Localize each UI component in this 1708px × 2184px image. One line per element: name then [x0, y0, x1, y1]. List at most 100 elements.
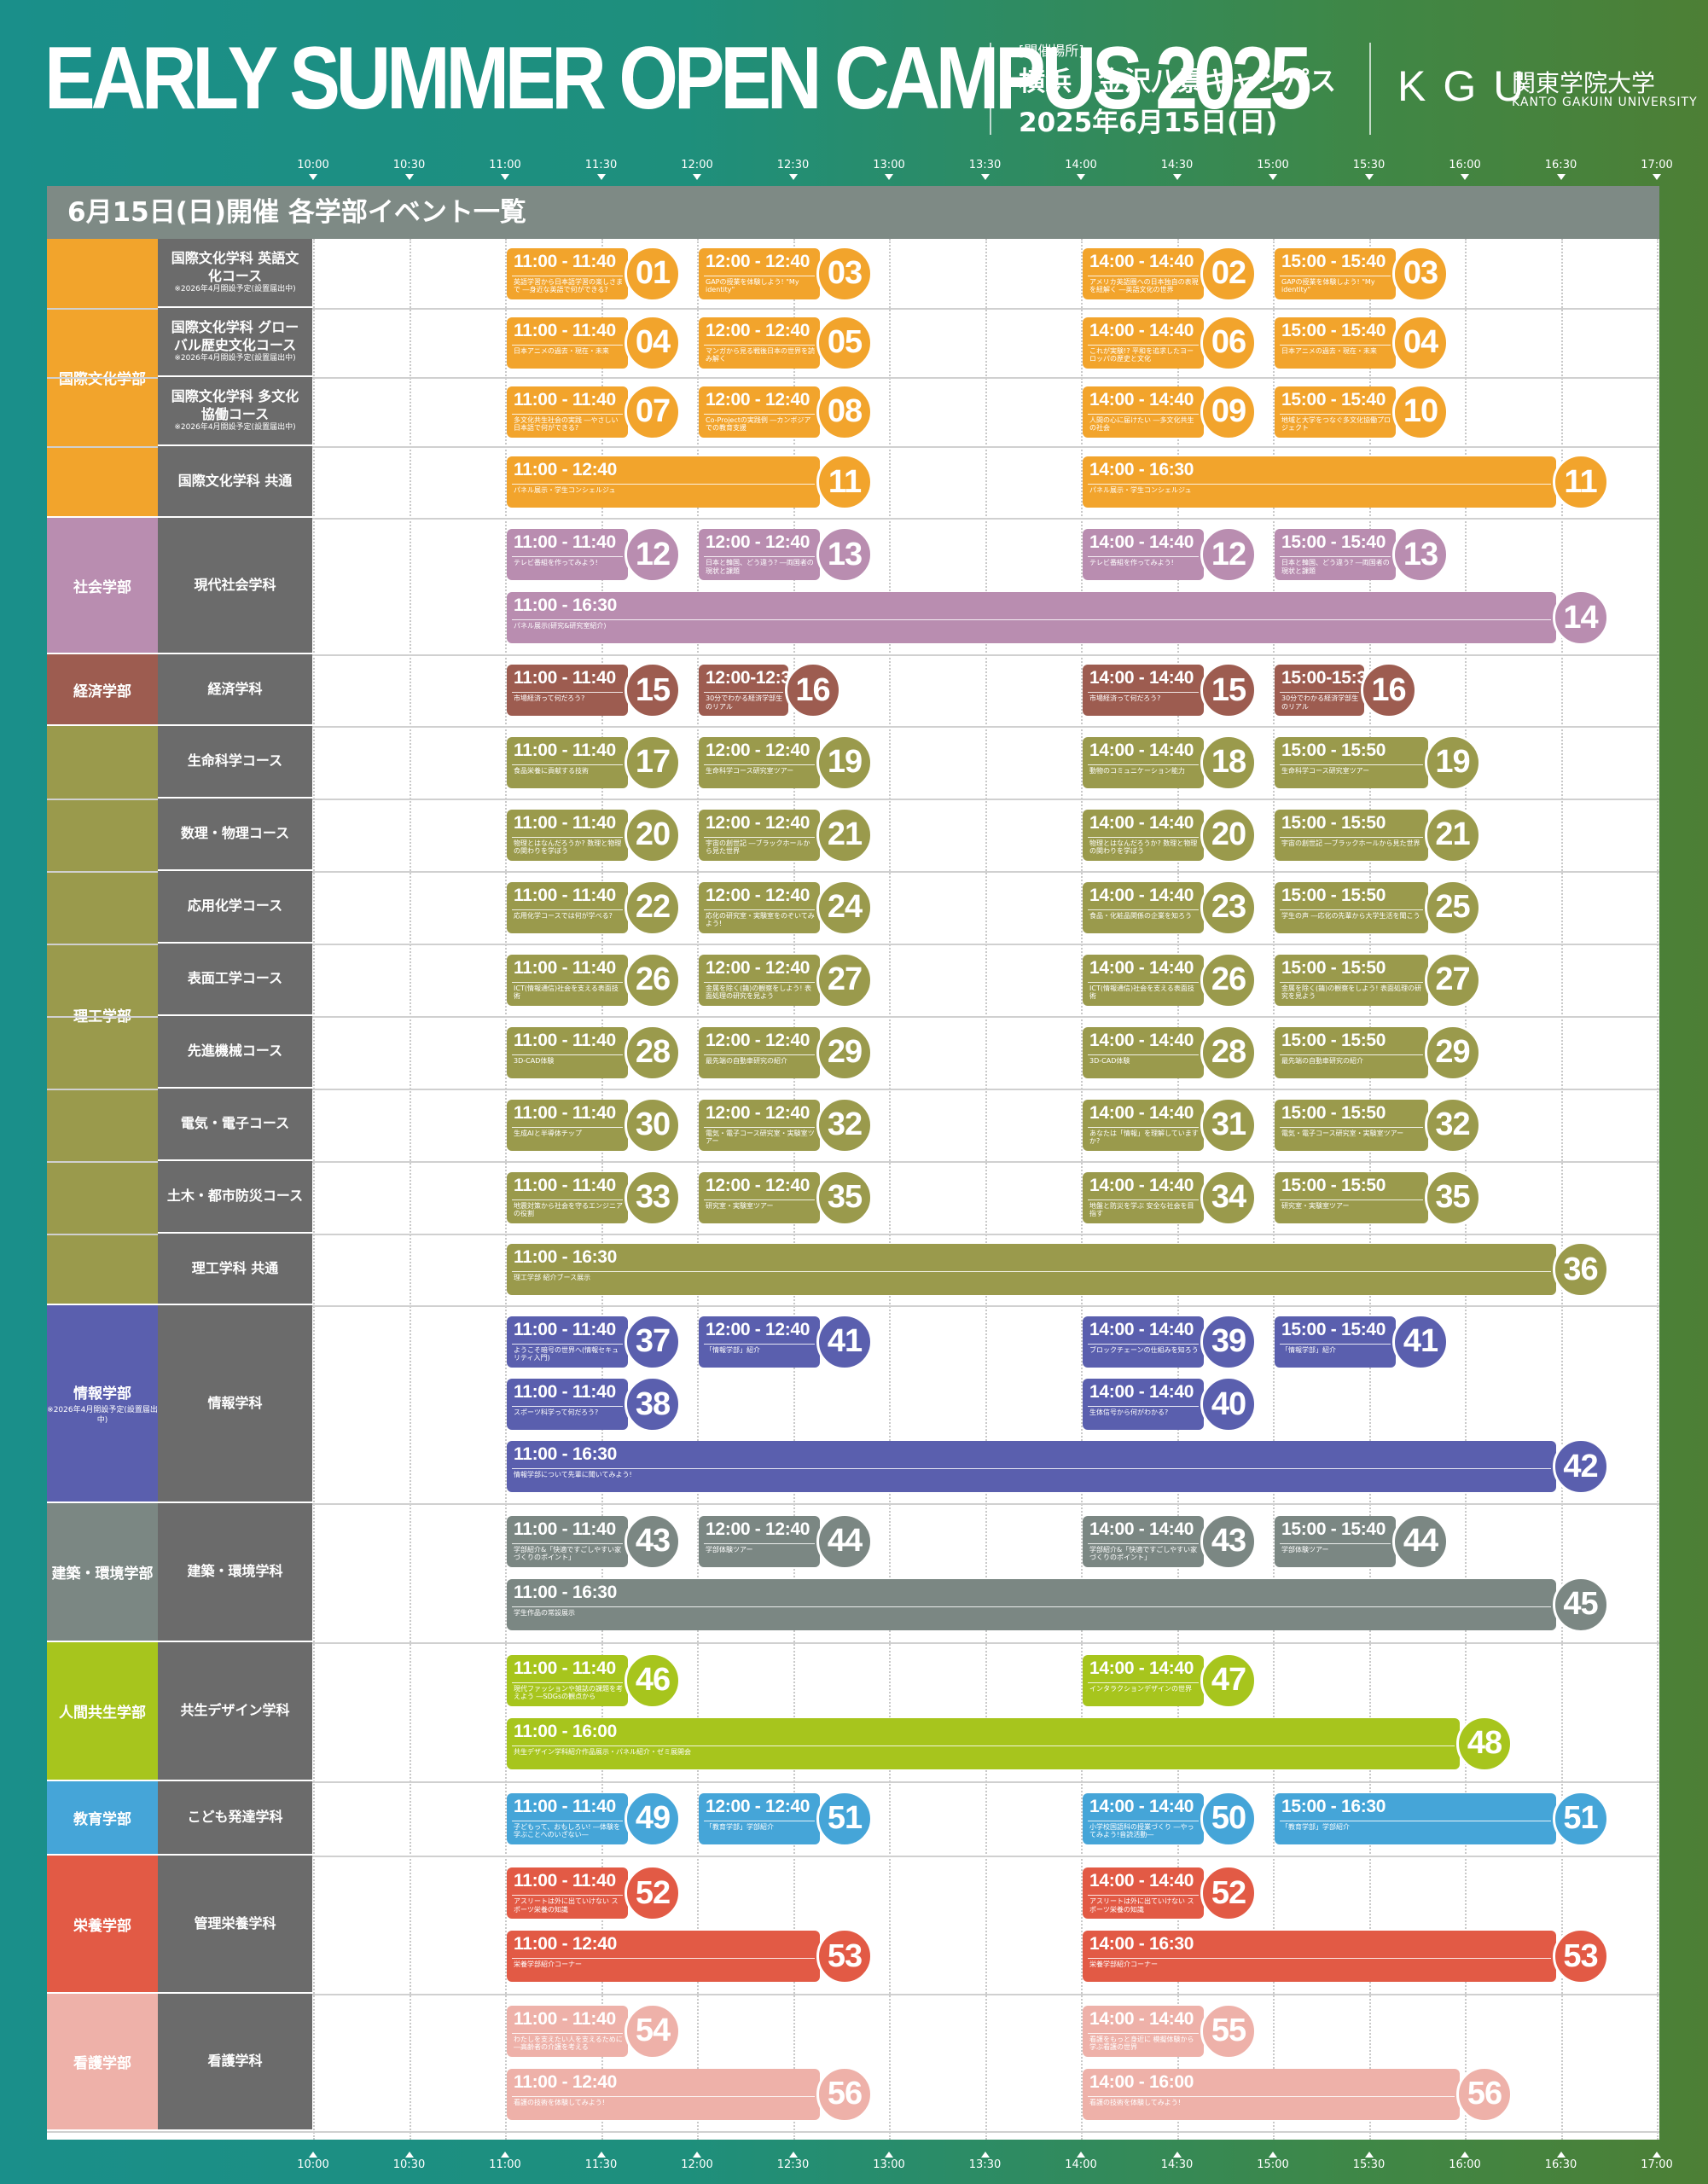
event-number-badge[interactable]: 13	[816, 526, 873, 583]
event-block[interactable]: 12:00 - 12:40 金属を除く(錆)の観察をしよう! 表面処理の研究を見よ…	[699, 954, 820, 1006]
event-block[interactable]: 12:00 - 12:40 マンガから見る戦後日本の世界を読み解く	[699, 317, 820, 369]
event-block[interactable]: 11:00 - 16:30 理工学部 紹介ブース展示	[507, 1244, 1556, 1295]
event-number-badge[interactable]: 43	[625, 1513, 681, 1570]
event-block[interactable]: 11:00 - 11:40 日本アニメの過去・現在・未来	[507, 317, 628, 369]
event-block[interactable]: 15:00 - 15:40 日本と韓国、どう違う? ―両国者の現状と課題	[1275, 529, 1396, 580]
event-block[interactable]: 15:00 - 15:50 研究室・実験室ツアー	[1275, 1171, 1428, 1223]
event-block[interactable]: 12:00 - 12:40 GAPの授業を体験しよう! "My identity"	[699, 247, 820, 299]
event-number-badge[interactable]: 18	[1200, 734, 1257, 791]
event-number-badge[interactable]: 44	[816, 1513, 873, 1570]
event-block[interactable]: 11:00 - 11:40 地震対策から社会を守るエンジニアの役割	[507, 1171, 628, 1223]
event-block[interactable]: 12:00 - 12:40 生命科学コース研究室ツアー	[699, 736, 820, 788]
event-number-badge[interactable]: 50	[1200, 1790, 1257, 1847]
event-block[interactable]: 12:00 - 12:40 最先端の自動車研究の紹介	[699, 1026, 820, 1078]
event-block[interactable]: 12:00 - 12:40 Co-Projectの実践例 ―カンボジアでの教育支援	[699, 386, 820, 438]
event-number-badge[interactable]: 19	[1424, 734, 1481, 791]
event-block[interactable]: 11:00 - 16:00 共生デザイン学科紹介作品展示・パネル紹介・ゼミ展開会	[507, 1717, 1460, 1769]
event-number-badge[interactable]: 32	[1424, 1096, 1481, 1153]
event-number-badge[interactable]: 51	[816, 1790, 873, 1847]
event-block[interactable]: 11:00 - 11:40 物理とはなんだろうか? 数理と物理の関わりを学ぼう	[507, 809, 628, 861]
event-number-badge[interactable]: 39	[1200, 1313, 1257, 1370]
event-number-badge[interactable]: 30	[625, 1096, 681, 1153]
event-block[interactable]: 11:00 - 12:40 看護の技術を体験してみよう!	[507, 2068, 820, 2120]
event-number-badge[interactable]: 12	[625, 526, 681, 583]
event-number-badge[interactable]: 52	[1200, 1865, 1257, 1921]
event-block[interactable]: 11:00 - 12:40 パネル展示・学生コンシェルジュ	[507, 456, 820, 508]
event-number-badge[interactable]: 29	[816, 1024, 873, 1081]
event-number-badge[interactable]: 03	[816, 245, 873, 302]
event-number-badge[interactable]: 41	[816, 1313, 873, 1370]
event-block[interactable]: 14:00 - 14:40 3D-CAD体験	[1083, 1026, 1204, 1078]
event-block[interactable]: 12:00 - 12:40 日本と韓国、どう違う? ―両国者の現状と課題	[699, 529, 820, 580]
event-block[interactable]: 11:00 - 11:40 多文化共生社会の実践 ―やさしい日本語で何ができる?	[507, 386, 628, 438]
event-number-badge[interactable]: 21	[1424, 806, 1481, 863]
event-number-badge[interactable]: 27	[1424, 951, 1481, 1008]
event-number-badge[interactable]: 12	[1200, 526, 1257, 583]
event-number-badge[interactable]: 31	[1200, 1096, 1257, 1153]
event-block[interactable]: 11:00 - 12:40 栄養学部紹介コーナー	[507, 1931, 820, 1982]
event-block[interactable]: 15:00 - 15:40 学部体験ツアー	[1275, 1515, 1396, 1567]
event-block[interactable]: 14:00 - 14:40 学部紹介&「快適ですごしやすい家づくりのポイント」	[1083, 1515, 1204, 1567]
event-number-badge[interactable]: 45	[1552, 1576, 1609, 1633]
event-number-badge[interactable]: 22	[625, 879, 681, 936]
event-block[interactable]: 15:00 - 15:50 学生の声 ―応化の先輩から大学生活を聞こう	[1275, 881, 1428, 933]
event-number-badge[interactable]: 02	[1200, 245, 1257, 302]
event-block[interactable]: 14:00 - 14:40 これが実験!? 平和を追求したヨーロッパの歴史と文化	[1083, 317, 1204, 369]
event-block[interactable]: 14:00 - 14:40 インタラクションデザインの世界	[1083, 1654, 1204, 1706]
event-block[interactable]: 14:00 - 16:30 栄養学部紹介コーナー	[1083, 1931, 1556, 1982]
event-number-badge[interactable]: 49	[625, 1790, 681, 1847]
event-number-badge[interactable]: 11	[1552, 454, 1609, 510]
event-number-badge[interactable]: 41	[1392, 1313, 1449, 1370]
event-number-badge[interactable]: 04	[1392, 314, 1449, 371]
event-number-badge[interactable]: 06	[1200, 314, 1257, 371]
event-block[interactable]: 14:00 - 14:40 生体信号から何がわかる?	[1083, 1379, 1204, 1430]
event-number-badge[interactable]: 13	[1392, 526, 1449, 583]
event-number-badge[interactable]: 07	[625, 383, 681, 440]
event-block[interactable]: 15:00 - 15:40 GAPの授業を体験しよう! "My identity"	[1275, 247, 1396, 299]
event-block[interactable]: 11:00 - 16:30 パネル展示(研究&研究室紹介)	[507, 592, 1556, 643]
event-number-badge[interactable]: 24	[816, 879, 873, 936]
event-block[interactable]: 11:00 - 11:40 テレビ番組を作ってみよう!	[507, 529, 628, 580]
event-block[interactable]: 11:00 - 11:40 市場経済って何だろう?	[507, 665, 628, 716]
event-block[interactable]: 11:00 - 11:40 子どもって、おもしろい! ―体験を学ぶことへのいざない…	[507, 1792, 628, 1844]
event-number-badge[interactable]: 34	[1200, 1169, 1257, 1226]
event-block[interactable]: 14:00 - 14:40 看護をもっと身近に 模擬体験から学ぶ看護の世界	[1083, 2005, 1204, 2057]
event-number-badge[interactable]: 14	[1552, 590, 1609, 646]
event-number-badge[interactable]: 44	[1392, 1513, 1449, 1570]
event-block[interactable]: 11:00 - 11:40 学部紹介&「快適ですごしやすい家づくりのポイント」	[507, 1515, 628, 1567]
event-block[interactable]: 15:00 - 15:50 金属を除く(錆)の観察をしよう! 表面処理の研究を見よ…	[1275, 954, 1428, 1006]
event-block[interactable]: 15:00 - 15:50 電気・電子コース研究室・実験室ツアー	[1275, 1099, 1428, 1151]
event-block[interactable]: 14:00 - 14:40 アメリカ英語圏への日本独自の表現を紐解く ―英語文化の…	[1083, 247, 1204, 299]
event-number-badge[interactable]: 17	[625, 734, 681, 791]
event-number-badge[interactable]: 37	[625, 1313, 681, 1370]
event-number-badge[interactable]: 05	[816, 314, 873, 371]
event-number-badge[interactable]: 26	[1200, 951, 1257, 1008]
event-number-badge[interactable]: 29	[1424, 1024, 1481, 1081]
event-number-badge[interactable]: 09	[1200, 383, 1257, 440]
event-number-badge[interactable]: 35	[1424, 1169, 1481, 1226]
event-block[interactable]: 12:00-12:30 30分でわかる経済学部生のリアル	[699, 665, 800, 716]
event-block[interactable]: 15:00 - 15:50 宇宙の創世記 ―ブラックホールから見た世界	[1275, 809, 1428, 861]
event-block[interactable]: 11:00 - 16:30 学生作品の常設展示	[507, 1578, 1556, 1630]
event-block[interactable]: 11:00 - 11:40 現代ファッションや雑誌の課題を考えよう ―SDGsの観…	[507, 1654, 628, 1706]
event-block[interactable]: 12:00 - 12:40 「情報学部」紹介	[699, 1316, 820, 1368]
event-number-badge[interactable]: 20	[625, 806, 681, 863]
event-block[interactable]: 12:00 - 12:40 「教育学部」学部紹介	[699, 1792, 820, 1844]
event-number-badge[interactable]: 33	[625, 1169, 681, 1226]
event-block[interactable]: 11:00 - 11:40 英語学習から日本語学習の楽しさまで ―身近な英語で何が…	[507, 247, 628, 299]
event-number-badge[interactable]: 15	[1200, 662, 1257, 718]
event-block[interactable]: 12:00 - 12:40 応化の研究室・実験室をのぞいてみよう!	[699, 881, 820, 933]
event-block[interactable]: 15:00 - 15:50 生命科学コース研究室ツアー	[1275, 736, 1428, 788]
event-block[interactable]: 14:00 - 14:40 市場経済って何だろう?	[1083, 665, 1204, 716]
event-number-badge[interactable]: 19	[816, 734, 873, 791]
event-number-badge[interactable]: 20	[1200, 806, 1257, 863]
event-block[interactable]: 14:00 - 14:40 物理とはなんだろうか? 数理と物理の関わりを学ぼう	[1083, 809, 1204, 861]
event-number-badge[interactable]: 40	[1200, 1376, 1257, 1432]
event-block[interactable]: 11:00 - 11:40 アスリートは外に出ていけない スポーツ栄養の知識	[507, 1867, 628, 1919]
event-number-badge[interactable]: 53	[816, 1928, 873, 1984]
event-block[interactable]: 11:00 - 11:40 わたしを支えたい人を支えるために ―高齢者の介護を考え…	[507, 2005, 628, 2057]
event-number-badge[interactable]: 03	[1392, 245, 1449, 302]
event-block[interactable]: 15:00 - 15:40 日本アニメの過去・現在・未来	[1275, 317, 1396, 369]
event-block[interactable]: 14:00 - 14:40 地盤と防災を学ぶ 安全な社会を目指す	[1083, 1171, 1204, 1223]
event-block[interactable]: 11:00 - 11:40 応用化学コースでは何が学べる?	[507, 881, 628, 933]
